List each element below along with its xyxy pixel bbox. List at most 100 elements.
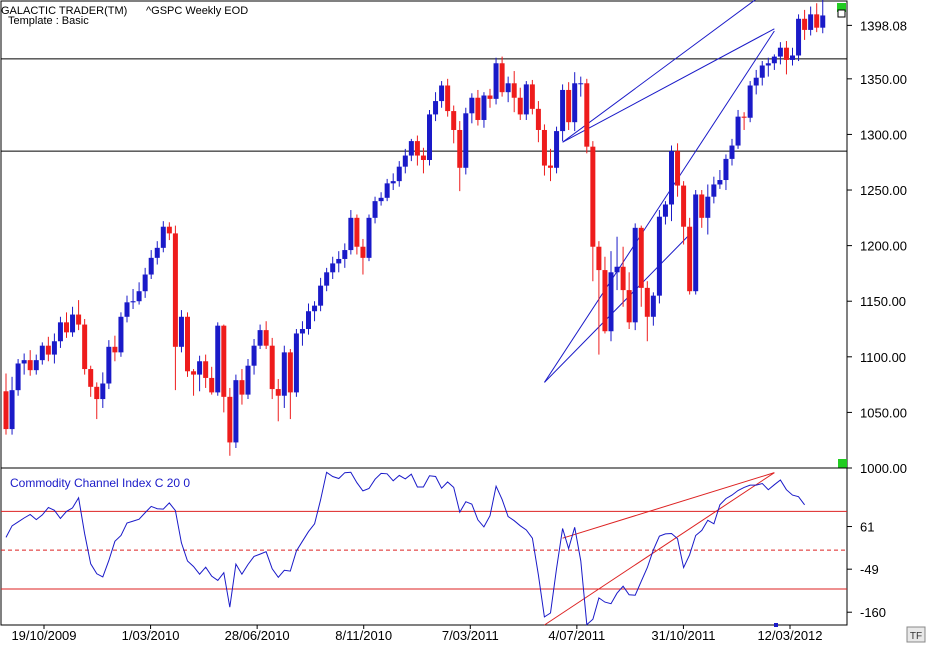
candle-body xyxy=(765,63,771,66)
cci-tick-label: -160 xyxy=(860,605,886,620)
candle xyxy=(790,47,795,66)
candle-body xyxy=(699,194,705,218)
candle-body xyxy=(463,113,469,168)
candle xyxy=(584,78,590,154)
candle-body xyxy=(535,108,541,130)
app-title: GALACTIC TRADER(TM) xyxy=(1,5,127,17)
candle xyxy=(154,241,160,265)
candle-body xyxy=(523,84,529,115)
candle xyxy=(130,288,136,309)
candle xyxy=(541,124,547,176)
candle-body xyxy=(445,85,451,112)
candle-body xyxy=(142,274,148,292)
candle xyxy=(245,359,251,400)
candle-body xyxy=(312,305,318,312)
candle xyxy=(70,306,76,337)
candle-body xyxy=(529,84,535,109)
candle-body xyxy=(360,246,366,258)
candle xyxy=(3,373,9,435)
scale-marker-bottom[interactable] xyxy=(838,459,847,468)
price-tick-label: 1350.00 xyxy=(860,72,907,87)
scale-marker-top[interactable] xyxy=(837,3,846,12)
candle-body xyxy=(112,346,118,353)
candle-body xyxy=(118,316,124,353)
candle xyxy=(366,214,372,262)
candle-body xyxy=(245,365,251,395)
x-tick-label: 19/10/2009 xyxy=(11,628,76,643)
candle-body xyxy=(596,246,602,271)
candle-body xyxy=(427,114,432,161)
candle xyxy=(427,109,432,166)
candle xyxy=(336,251,342,273)
candle xyxy=(614,236,620,291)
candle xyxy=(21,353,27,375)
candle xyxy=(27,350,33,376)
candle-body xyxy=(21,360,27,364)
candle-body xyxy=(584,83,590,147)
candle-body xyxy=(27,360,33,371)
candle-body xyxy=(70,314,76,333)
candle xyxy=(221,324,227,413)
candle-body xyxy=(759,65,765,78)
candle-body xyxy=(499,63,505,93)
candle xyxy=(94,382,100,420)
candle xyxy=(681,181,687,245)
candle xyxy=(390,173,396,191)
cci-trendline xyxy=(562,472,775,539)
price-trendline xyxy=(544,234,691,383)
candle xyxy=(693,190,699,295)
candle-body xyxy=(481,95,487,120)
candle-body xyxy=(33,360,39,371)
candle xyxy=(275,379,281,422)
candle-body xyxy=(747,85,753,118)
candle-body xyxy=(402,155,408,167)
price-tick-label: 1250.00 xyxy=(860,183,907,198)
candle xyxy=(257,324,263,350)
candle-body xyxy=(572,83,578,123)
candle-body xyxy=(439,85,445,102)
candle-body xyxy=(299,329,305,334)
candle xyxy=(644,281,650,342)
candle xyxy=(451,105,457,144)
candle-body xyxy=(644,287,650,317)
candle-body xyxy=(723,158,729,181)
price-tick-label: 1150.00 xyxy=(860,294,906,309)
candle-body xyxy=(566,89,572,123)
candle-body xyxy=(130,301,136,303)
candle xyxy=(82,319,88,375)
candle-body xyxy=(318,285,324,306)
candle-body xyxy=(614,266,620,273)
candle xyxy=(505,76,511,103)
candle xyxy=(191,369,197,396)
candle xyxy=(560,84,566,142)
candle-body xyxy=(408,141,414,156)
candle-body xyxy=(215,325,221,393)
cci-trendline xyxy=(544,472,775,626)
candle xyxy=(602,256,608,334)
candle-body xyxy=(263,330,269,346)
candle xyxy=(814,3,820,33)
candle-body xyxy=(414,141,420,156)
candle xyxy=(354,214,360,255)
candle xyxy=(578,76,584,97)
candle-body xyxy=(178,316,184,347)
candle xyxy=(172,225,178,391)
cci-panel-frame xyxy=(0,467,848,626)
candle-body xyxy=(39,345,45,361)
x-axis-cursor-marker[interactable] xyxy=(774,623,778,627)
candle-body xyxy=(669,151,674,205)
candle xyxy=(396,161,402,187)
candle xyxy=(39,342,45,365)
candle xyxy=(281,345,287,408)
candle xyxy=(687,217,693,295)
candle-body xyxy=(741,116,747,118)
candle xyxy=(287,349,293,420)
candle xyxy=(820,0,826,34)
cci-series-line xyxy=(5,471,805,626)
tf-badge[interactable] xyxy=(906,626,926,643)
price-tick-label: 1398.08 xyxy=(860,18,907,33)
price-trendline xyxy=(562,28,775,143)
candle xyxy=(408,138,414,162)
scale-handle[interactable] xyxy=(837,9,846,18)
